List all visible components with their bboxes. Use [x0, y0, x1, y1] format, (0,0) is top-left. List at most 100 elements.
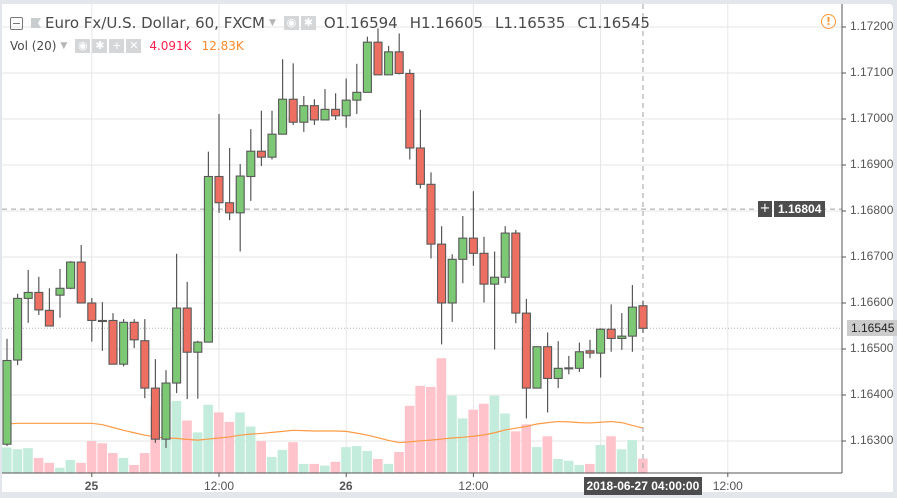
volume-bar [277, 449, 288, 473]
candle-body [246, 150, 256, 178]
candle-body [288, 98, 298, 123]
high-value: H1.16605 [409, 14, 484, 32]
volume-bar [595, 445, 606, 473]
volume-bar [97, 443, 107, 473]
volume-bar [33, 457, 44, 473]
volume-bar [616, 449, 627, 473]
price-tick-label: 1.16400 [850, 387, 894, 401]
volume-bar [510, 431, 521, 473]
plus-icon[interactable]: + [109, 39, 125, 53]
eye-icon[interactable]: ◉ [75, 39, 91, 53]
volume-bar [118, 457, 129, 473]
candle-body [468, 237, 478, 254]
candle-body [373, 41, 383, 76]
symbol-title[interactable]: Euro Fx/U.S. Dollar, 60, FXCM [45, 14, 265, 32]
chart-panel[interactable]: Euro Fx/U.S. Dollar, 60, FXCM ▼ ◉ ✱ O1.1… [2, 4, 897, 495]
candle-body [150, 387, 160, 440]
candle-body [299, 105, 309, 123]
volume-bar [373, 459, 383, 473]
eye-icon[interactable]: ◉ [283, 16, 299, 30]
close-icon[interactable]: ✕ [126, 39, 142, 53]
volume-bar [479, 403, 489, 473]
volume-bar [171, 400, 182, 473]
volume-bar [532, 447, 542, 473]
add-plus-button[interactable]: + [758, 201, 772, 218]
volume-bar [192, 432, 203, 473]
volume-bar [521, 424, 531, 473]
volume-bar [489, 395, 500, 473]
price-tick-label: 1.16300 [850, 433, 894, 447]
chevron-down-icon[interactable]: ▼ [268, 18, 276, 28]
candle-body [384, 51, 394, 76]
volume-bar [55, 467, 65, 473]
volume-bar [394, 452, 404, 473]
candle-body [203, 175, 213, 343]
collapse-icon[interactable] [10, 16, 23, 30]
volume-bar [108, 453, 118, 473]
volume-bar [563, 460, 574, 473]
price-tick-label: 1.17000 [850, 111, 894, 125]
gear-icon[interactable]: ✱ [92, 39, 108, 53]
series-legend: Euro Fx/U.S. Dollar, 60, FXCM ▼ ◉ ✱ O1.1… [10, 14, 662, 32]
volume-bar [309, 463, 319, 473]
time-tick-label: 12:00 [204, 479, 235, 493]
candle-body [129, 321, 139, 341]
volume-bar [436, 358, 447, 473]
candle-body [182, 307, 192, 353]
volume-bar [298, 463, 309, 473]
price-tick-label: 1.17100 [850, 65, 894, 79]
candle-body [23, 291, 33, 299]
volume-bar [256, 441, 266, 473]
warning-icon[interactable]: ! [821, 14, 836, 29]
candle-body [638, 305, 648, 329]
volume-indicator-name[interactable]: Vol (20) [10, 39, 57, 53]
candle-body [225, 202, 235, 214]
candle-body [426, 183, 436, 245]
volume-ma-line [6, 420, 644, 444]
candle-body [437, 243, 447, 304]
candle-body [362, 41, 372, 93]
volume-value: 4.091K [149, 39, 192, 53]
candle-body [500, 232, 510, 278]
volume-bar [245, 426, 256, 473]
crosshair-time: 2018-06-27 04:00:00 [586, 479, 700, 493]
gear-icon[interactable]: ✱ [300, 16, 316, 30]
candlestick-chart[interactable] [2, 4, 895, 492]
time-tick-label: 12:00 [712, 479, 743, 493]
candle-body [66, 261, 76, 289]
last-price: 1.16545 [851, 321, 895, 336]
candle-body [44, 309, 54, 327]
volume-legend: Vol (20) ▼ ◉ ✱ + ✕ 4.091K 12.83K [10, 39, 244, 53]
candle-body [55, 287, 65, 296]
volume-bar [214, 412, 224, 473]
volume-bar [65, 460, 76, 473]
candle-body [278, 98, 288, 135]
candle-body [596, 328, 606, 354]
flag-icon [31, 18, 41, 28]
time-tick-label: 26 [339, 479, 353, 493]
volume-bar [129, 464, 139, 473]
candle-body [415, 147, 425, 185]
low-value: L1.16535 [495, 14, 566, 32]
time-tick-label: 12:00 [458, 479, 489, 493]
volume-bar [2, 447, 12, 473]
candle-body [617, 335, 627, 339]
candle-body [108, 319, 118, 365]
candle-body [119, 321, 129, 365]
volume-bar [76, 462, 86, 473]
candle-body [2, 359, 12, 445]
price-tick-label: 1.16900 [850, 157, 894, 171]
chevron-down-icon[interactable]: ▼ [60, 41, 68, 51]
volume-bar [224, 421, 235, 473]
volume-bar [330, 461, 341, 473]
candle-body [34, 291, 44, 311]
last-price-label: 1.16545 [847, 320, 897, 337]
volume-bar [447, 395, 457, 473]
candle-body [87, 302, 97, 322]
crosshair-price: 1.16804 [778, 202, 822, 217]
candle-body [76, 261, 86, 304]
candle-body [521, 312, 531, 389]
volume-bar [288, 442, 298, 473]
volume-bar [553, 459, 563, 473]
candle-body [341, 99, 351, 117]
